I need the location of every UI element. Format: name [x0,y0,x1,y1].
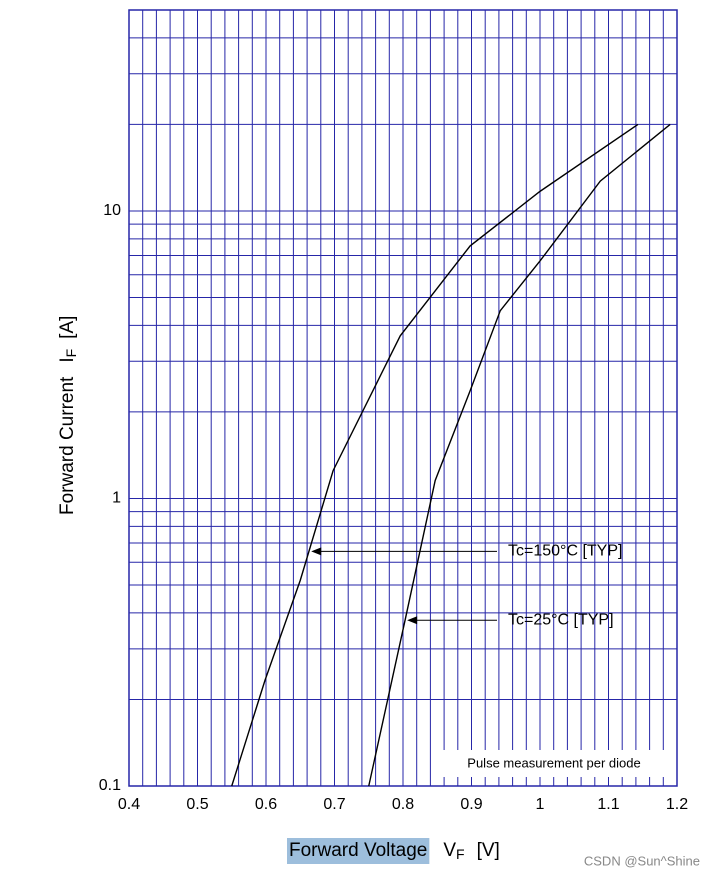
annotation: Tc=150°C [TYP] [508,543,622,560]
arrow-head [407,616,418,625]
y-axis-label: Forward Current IF [A] [57,316,79,515]
x-tick-label: 1.1 [597,796,619,813]
annotation: Tc=25°C [TYP] [508,612,614,629]
x-tick-label: 1 [536,796,545,813]
y-label-subscript: F [63,349,79,358]
note-box [442,750,667,777]
x-label-symbol: V [443,840,456,861]
x-tick-label: 0.7 [323,796,345,813]
y-label-unit: [A] [57,316,78,339]
x-label-subscript: F [456,846,465,862]
curve [368,123,671,787]
x-label-unit: [V] [477,840,500,861]
plot-frame [128,9,678,787]
x-label-text: Forward Voltage [289,840,427,861]
x-tick-label: 0.5 [186,796,208,813]
y-tick-label: 1 [112,490,121,507]
label-highlight [287,838,430,864]
y-tick-label: 10 [103,202,121,219]
x-axis-label: Forward Voltage VF [V] [289,840,500,862]
arrow-head [311,547,322,556]
curve [231,123,639,787]
x-tick-label: 0.8 [392,796,414,813]
y-tick-label: 0.1 [99,777,121,794]
note: Pulse measurement per diode [467,755,640,770]
x-tick-label: 0.9 [460,796,482,813]
watermark: CSDN @Sun^Shine [584,853,700,868]
y-label-symbol: I [57,357,78,362]
x-tick-label: 0.4 [118,796,140,813]
x-tick-label: 0.6 [255,796,277,813]
x-tick-label: 1.2 [666,796,688,813]
y-label-text: Forward Current [57,376,78,515]
